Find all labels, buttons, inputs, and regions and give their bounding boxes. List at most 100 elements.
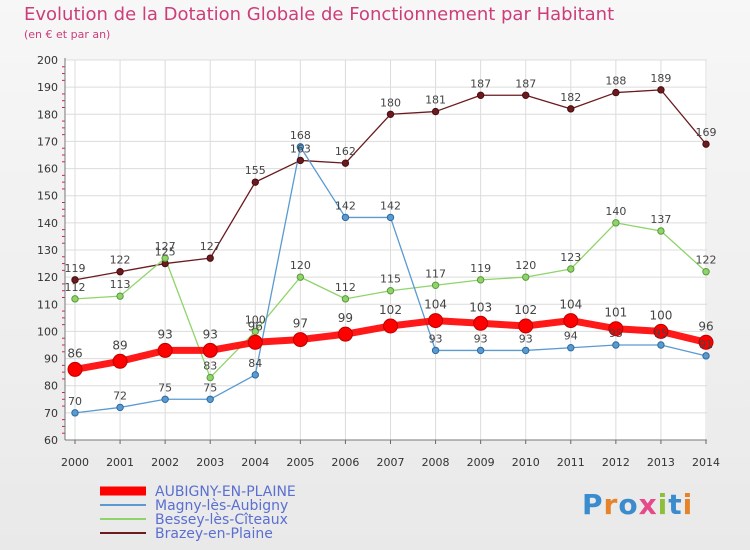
data-point — [386, 213, 395, 222]
logo-letter: o — [618, 488, 639, 521]
data-point — [341, 159, 350, 167]
data-point — [657, 341, 665, 349]
data-label: 94 — [564, 330, 578, 343]
data-point — [567, 344, 575, 352]
data-label: 102 — [379, 303, 402, 317]
data-label: 168 — [290, 129, 311, 142]
data-label: 83 — [203, 360, 217, 373]
data-label: 104 — [424, 298, 447, 312]
data-point — [296, 143, 305, 151]
y-tick-label: 130 — [37, 244, 58, 257]
data-label: 123 — [560, 251, 581, 264]
data-label: 187 — [515, 77, 536, 90]
data-label: 137 — [650, 213, 671, 226]
data-point — [518, 318, 534, 334]
proxiti-logo: Proxiti — [582, 488, 693, 521]
x-tick-label: 2005 — [286, 456, 314, 469]
logo-letter: r — [603, 488, 619, 521]
data-point — [296, 156, 305, 165]
y-tick-label: 140 — [37, 217, 58, 230]
x-tick-label: 2014 — [692, 456, 720, 469]
data-label: 112 — [65, 281, 86, 294]
data-point — [476, 346, 485, 355]
data-point — [251, 178, 259, 186]
logo-letter: i — [682, 488, 694, 521]
data-point — [67, 361, 83, 377]
legend-label: Magny-lès-Aubigny — [155, 498, 288, 514]
data-label: 86 — [67, 346, 82, 360]
data-point — [476, 91, 485, 99]
data-label: 72 — [113, 389, 127, 402]
data-label: 100 — [245, 313, 266, 326]
data-point — [567, 105, 575, 113]
logo-letter: P — [582, 488, 604, 521]
y-tick-label: 110 — [37, 298, 58, 311]
data-label: 93 — [203, 327, 218, 341]
data-label: 101 — [604, 306, 627, 320]
data-point — [608, 321, 624, 337]
data-point — [206, 395, 214, 403]
data-label: 140 — [605, 205, 626, 218]
data-point — [702, 140, 710, 148]
data-point — [71, 409, 79, 417]
data-label: 100 — [649, 308, 672, 322]
legend-label: AUBIGNY-EN-PLAINE — [155, 484, 296, 500]
data-label: 113 — [110, 278, 131, 291]
data-point — [612, 219, 620, 227]
data-label: 127 — [155, 240, 176, 253]
data-label: 122 — [110, 254, 131, 267]
data-label: 112 — [335, 281, 356, 294]
data-label: 189 — [650, 72, 671, 85]
data-label: 182 — [560, 91, 581, 104]
chart-title: Evolution de la Dotation Globale de Fonc… — [24, 4, 615, 25]
data-point — [71, 276, 79, 284]
data-label: 96 — [698, 319, 713, 333]
data-point — [698, 334, 714, 350]
data-label: 103 — [469, 300, 492, 314]
data-point — [161, 395, 169, 403]
y-tick-label: 180 — [37, 108, 58, 121]
x-tick-label: 2012 — [602, 456, 630, 469]
data-label: 125 — [155, 246, 176, 259]
data-label: 97 — [293, 317, 308, 331]
x-tick-label: 2000 — [61, 456, 89, 469]
data-point — [567, 265, 575, 273]
y-tick-label: 190 — [37, 81, 58, 94]
data-point — [116, 268, 124, 276]
x-tick-label: 2001 — [106, 456, 134, 469]
logo-letter: i — [657, 488, 669, 521]
data-label: 99 — [338, 311, 353, 325]
data-point — [522, 91, 530, 99]
data-point — [476, 276, 485, 284]
data-point — [563, 313, 579, 329]
data-label: 122 — [696, 254, 717, 267]
data-point — [247, 334, 263, 350]
data-label: 95 — [654, 327, 668, 340]
x-tick-label: 2009 — [467, 456, 495, 469]
y-tick-label: 200 — [37, 54, 58, 67]
data-label: 91 — [699, 338, 713, 351]
data-point — [296, 273, 305, 281]
data-label: 102 — [514, 303, 537, 317]
data-label: 117 — [425, 267, 446, 280]
data-point — [341, 295, 350, 303]
data-label: 142 — [335, 199, 356, 212]
data-point — [251, 327, 259, 336]
data-label: 181 — [425, 94, 446, 107]
data-label: 93 — [519, 332, 533, 345]
y-tick-label: 100 — [37, 325, 58, 338]
data-label: 95 — [609, 327, 623, 340]
data-point — [702, 268, 710, 276]
data-label: 163 — [290, 142, 311, 155]
data-point — [112, 353, 128, 369]
data-point — [202, 342, 218, 358]
x-tick-label: 2011 — [557, 456, 585, 469]
logo-letter: x — [638, 488, 658, 521]
data-label: 93 — [474, 332, 488, 345]
data-point — [702, 352, 710, 360]
x-tick-label: 2013 — [647, 456, 675, 469]
data-point — [473, 315, 489, 331]
data-point — [341, 213, 350, 222]
x-tick-label: 2002 — [151, 456, 179, 469]
